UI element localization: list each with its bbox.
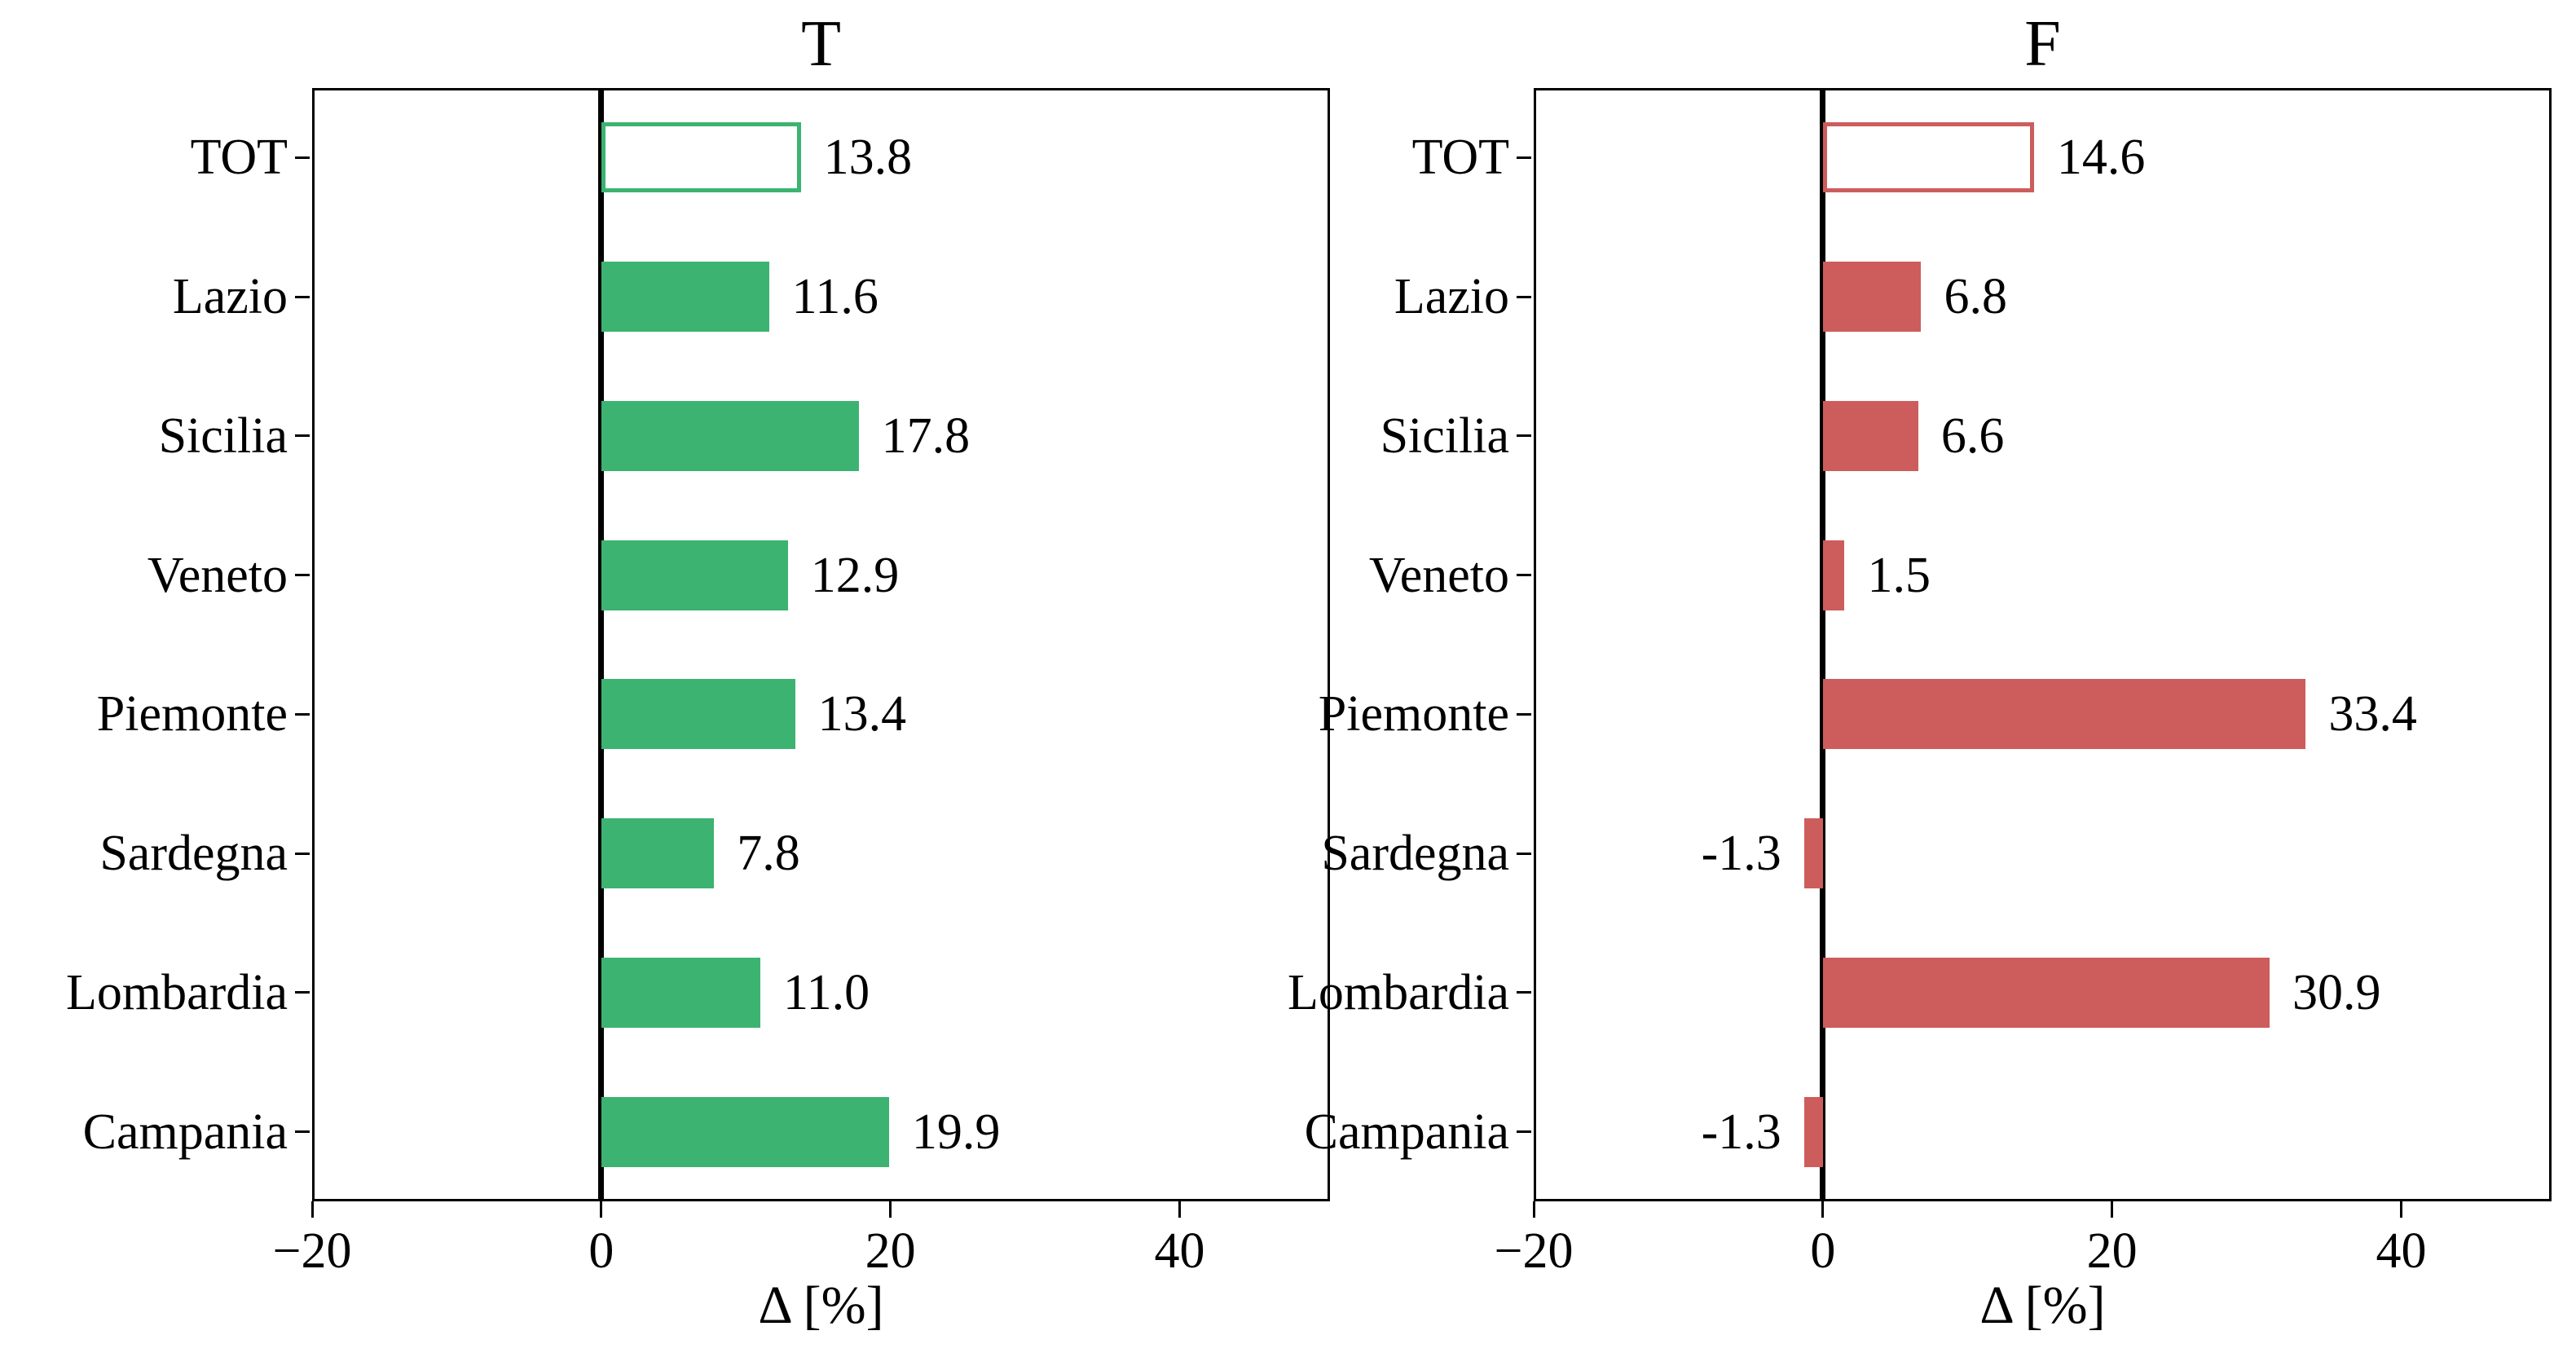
plot-border [312, 88, 1330, 1201]
x-tick-40 [2399, 1201, 2402, 1218]
bar-veneto [601, 540, 788, 610]
bar-campania [1803, 1096, 1823, 1167]
category-tick-sardegna [295, 852, 310, 855]
value-label-lombardia: 30.9 [2292, 964, 2381, 1020]
x-tick--20 [310, 1201, 314, 1218]
value-label-sicilia: 6.6 [1940, 408, 2005, 464]
category-label-lombardia: Lombardia [65, 964, 288, 1020]
bar-sicilia [1822, 400, 1918, 471]
bar-sardegna [601, 818, 715, 889]
category-tick-veneto [295, 574, 310, 577]
category-label-lazio: Lazio [1394, 269, 1509, 325]
x-tick-40 [1178, 1201, 1181, 1218]
category-tick-sicilia [295, 434, 310, 438]
value-label-tot: 14.6 [2056, 130, 2146, 186]
category-tick-lazio [295, 295, 310, 298]
value-label-sardegna: 7.8 [737, 826, 800, 882]
x-tick-0 [1821, 1201, 1825, 1218]
x-tick-20 [889, 1201, 892, 1218]
bar-outline-tot [601, 122, 801, 193]
x-tick-label--20: −20 [1494, 1223, 1574, 1279]
x-tick-label-20: 20 [865, 1223, 916, 1279]
x-tick-label-40: 40 [2376, 1223, 2427, 1279]
x-tick-label-40: 40 [1154, 1223, 1205, 1279]
value-label-campania: 19.9 [911, 1104, 1001, 1160]
category-label-lazio: Lazio [172, 269, 288, 325]
category-label-campania: Campania [1304, 1104, 1509, 1160]
category-tick-piemonte [295, 712, 310, 716]
zero-line [598, 88, 605, 1201]
plot-area-right: 14.6 TOT 6.8 Lazio 6.6 Sicilia 1.5 Veneto 33.4 Pi… [1288, 88, 2552, 1276]
bar-lazio [1822, 262, 1922, 333]
category-tick-sicilia [1517, 434, 1531, 438]
x-axis-label-left: Δ [%] [758, 1276, 884, 1335]
category-label-sardegna: Sardegna [99, 826, 288, 882]
bar-lazio [601, 262, 769, 333]
x-tick-label-0: 0 [588, 1223, 614, 1279]
value-label-tot: 13.8 [823, 130, 913, 186]
value-label-campania: -1.3 [1701, 1104, 1781, 1160]
category-label-sicilia: Sicilia [158, 408, 288, 464]
category-tick-campania [295, 1130, 310, 1134]
plot-border [1534, 88, 2552, 1201]
bar-campania [601, 1096, 889, 1167]
bar-piemonte [601, 679, 795, 750]
category-tick-sardegna [1517, 852, 1531, 855]
zero-line [1820, 88, 1826, 1201]
bar-sardegna [1803, 818, 1823, 889]
category-label-sardegna: Sardegna [1321, 826, 1509, 882]
category-tick-lombardia [295, 991, 310, 994]
category-label-tot: TOT [190, 130, 288, 186]
bar-veneto [1822, 540, 1845, 610]
value-label-lazio: 11.6 [791, 269, 878, 325]
value-label-veneto: 12.9 [810, 547, 900, 603]
bar-lombardia [601, 957, 760, 1028]
value-label-piemonte: 33.4 [2328, 686, 2417, 742]
category-label-veneto: Veneto [1368, 547, 1509, 603]
plot-area-left: 13.8 TOT 11.6 Lazio 17.8 Sicilia 12.9 Veneto 13.… [66, 88, 1330, 1276]
value-label-lazio: 6.8 [1944, 269, 2007, 325]
category-label-lombardia: Lombardia [1287, 964, 1509, 1020]
bar-lombardia [1822, 957, 2270, 1028]
x-tick-label-0: 0 [1810, 1223, 1836, 1279]
value-label-veneto: 1.5 [1867, 547, 1931, 603]
value-label-piemonte: 13.4 [817, 686, 907, 742]
x-tick-20 [2111, 1201, 2114, 1218]
chart-title-right: F [2024, 8, 2061, 80]
value-label-sardegna: -1.3 [1701, 826, 1781, 882]
category-tick-veneto [1517, 574, 1531, 577]
x-tick-label--20: −20 [272, 1223, 352, 1279]
bar-sicilia [601, 400, 859, 471]
category-label-campania: Campania [82, 1104, 288, 1160]
x-tick--20 [1532, 1201, 1535, 1218]
bar-piemonte [1822, 679, 2306, 750]
bar-outline-tot [1822, 122, 2034, 193]
value-label-lombardia: 11.0 [782, 964, 870, 1020]
category-tick-campania [1517, 1130, 1531, 1134]
category-label-veneto: Veneto [147, 547, 288, 603]
value-label-sicilia: 17.8 [881, 408, 971, 464]
x-tick-label-20: 20 [2086, 1223, 2138, 1279]
category-label-piemonte: Piemonte [96, 686, 288, 742]
category-label-piemonte: Piemonte [1318, 686, 1509, 742]
category-tick-tot [1517, 156, 1531, 159]
x-axis-label-right: Δ [%] [1979, 1276, 2106, 1335]
category-label-tot: TOT [1411, 130, 1509, 186]
category-tick-tot [295, 156, 310, 159]
category-tick-lazio [1517, 295, 1531, 298]
chart-title-left: T [801, 8, 841, 80]
category-label-sicilia: Sicilia [1380, 408, 1509, 464]
x-tick-0 [600, 1201, 603, 1218]
category-tick-piemonte [1517, 712, 1531, 716]
category-tick-lombardia [1517, 991, 1531, 994]
